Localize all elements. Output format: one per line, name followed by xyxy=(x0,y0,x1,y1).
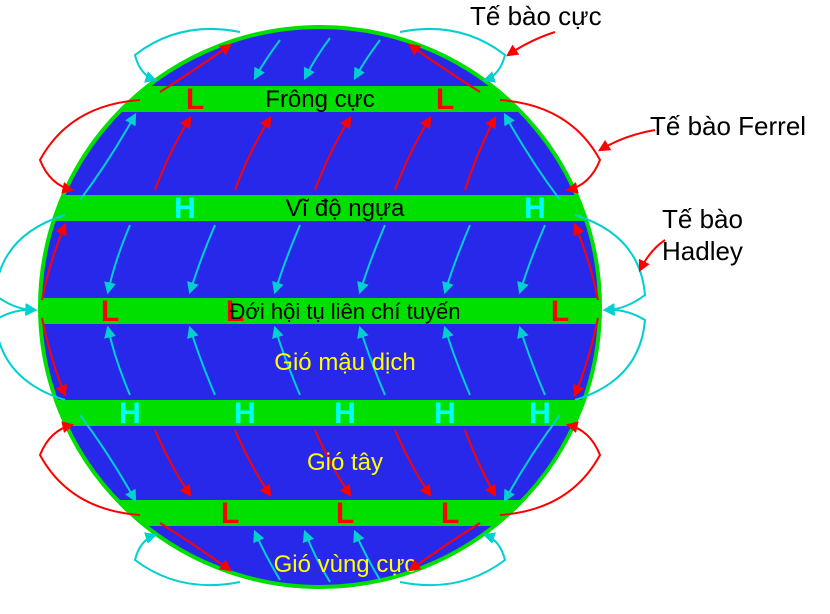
band-polar-front-s xyxy=(0,500,640,526)
circulation-diagram: L L H H L L L H H H H H L L L Frông cực … xyxy=(0,0,830,614)
label-ferrel-cell: Tế bào Ferrel xyxy=(650,111,806,141)
pressure-H: H xyxy=(524,192,546,225)
pressure-L: L xyxy=(101,295,119,328)
label-hadley-1: Tế bào xyxy=(662,204,743,234)
pressure-H: H xyxy=(234,397,256,430)
pressure-H: H xyxy=(434,397,456,430)
pressure-L: L xyxy=(436,83,454,116)
label-trades: Gió mậu dịch xyxy=(274,349,415,376)
pressure-L: L xyxy=(221,497,239,530)
pressure-H: H xyxy=(174,192,196,225)
pressure-H: H xyxy=(119,397,141,430)
pressure-H: H xyxy=(334,397,356,430)
pressure-L: L xyxy=(441,497,459,530)
label-hadley-2: Hadley xyxy=(662,236,743,266)
label-horse-lat: Vĩ độ ngựa xyxy=(286,195,405,222)
label-itcz: Đới hội tụ liên chí tuyến xyxy=(230,299,461,324)
pressure-L: L xyxy=(186,83,204,116)
label-westerlies: Gió tây xyxy=(307,449,383,476)
label-polar-cell: Tế bào cực xyxy=(470,1,602,31)
label-polar-wind: Gió vùng cực xyxy=(274,551,417,578)
label-polar-front: Frông cực xyxy=(265,86,374,113)
pressure-L: L xyxy=(336,497,354,530)
pressure-H: H xyxy=(529,397,551,430)
pressure-L: L xyxy=(551,295,569,328)
